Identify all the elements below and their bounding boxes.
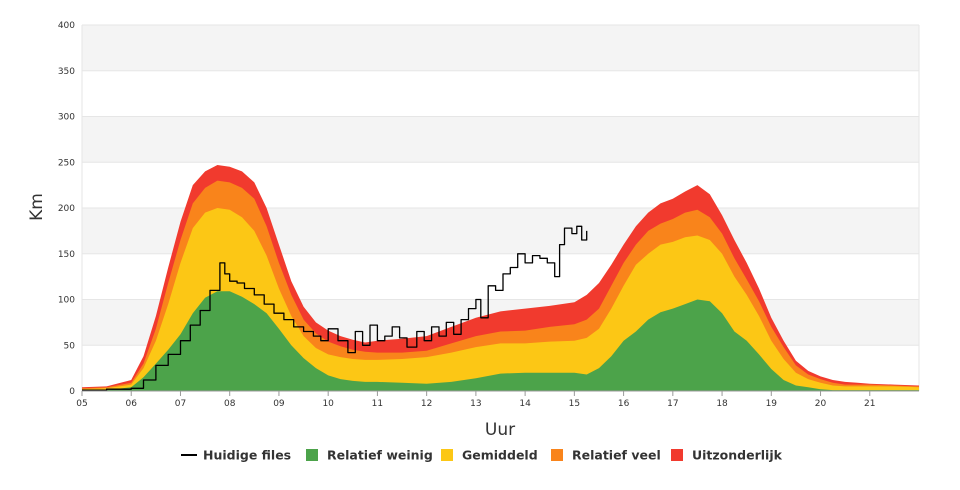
x-tick-label: 15 bbox=[569, 399, 580, 409]
y-tick-label: 250 bbox=[58, 158, 75, 168]
plot-band bbox=[82, 70, 919, 117]
x-tick-label: 09 bbox=[273, 399, 285, 409]
y-tick-label: 400 bbox=[58, 21, 75, 31]
y-tick-label: 50 bbox=[64, 341, 76, 351]
x-tick-label: 21 bbox=[864, 399, 875, 409]
legend-item-huidige-files[interactable]: Huidige files bbox=[181, 448, 291, 463]
y-tick-label: 100 bbox=[58, 296, 75, 306]
x-tick-label: 07 bbox=[175, 399, 186, 409]
legend-swatch bbox=[671, 449, 683, 461]
x-tick-label: 11 bbox=[372, 399, 383, 409]
legend-swatch bbox=[306, 449, 318, 461]
legend: Huidige files Relatief weinig Gemiddeld Rel… bbox=[181, 448, 783, 463]
x-tick-label: 08 bbox=[224, 399, 236, 409]
legend-swatch bbox=[441, 449, 453, 461]
legend-swatch bbox=[551, 449, 563, 461]
legend-label: Uitzonderlijk bbox=[692, 448, 783, 463]
y-tick-label: 0 bbox=[69, 387, 75, 397]
legend-label: Relatief weinig bbox=[327, 448, 433, 463]
line-series bbox=[82, 225, 588, 391]
area-relatief-weinig bbox=[82, 291, 919, 391]
y-tick-label: 150 bbox=[58, 250, 75, 260]
x-tick-label: 05 bbox=[76, 399, 87, 409]
legend-item-relatief-veel[interactable]: Relatief veel bbox=[551, 448, 661, 463]
legend-item-relatief-weinig[interactable]: Relatief weinig bbox=[306, 448, 433, 463]
y-axis-title: Km bbox=[27, 193, 47, 221]
x-tick-label: 10 bbox=[322, 399, 334, 409]
x-tick-label: 16 bbox=[618, 399, 630, 409]
x-tick-label: 06 bbox=[126, 399, 138, 409]
x-tick-label: 20 bbox=[815, 399, 827, 409]
y-tick-label: 200 bbox=[58, 204, 75, 214]
legend-item-uitzonderlijk[interactable]: Uitzonderlijk bbox=[671, 448, 783, 463]
x-tick-label: 19 bbox=[766, 399, 778, 409]
legend-label: Huidige files bbox=[203, 448, 291, 463]
plot-band bbox=[82, 116, 919, 163]
x-axis-title: Uur bbox=[485, 420, 515, 440]
y-tick-label: 350 bbox=[58, 67, 75, 77]
x-tick-label: 13 bbox=[470, 399, 481, 409]
legend-item-gemiddeld[interactable]: Gemiddeld bbox=[441, 448, 538, 463]
legend-label: Gemiddeld bbox=[462, 448, 538, 463]
x-tick-label: 17 bbox=[667, 399, 678, 409]
line-huidige-files bbox=[82, 225, 588, 391]
plot-band bbox=[82, 25, 919, 71]
legend-label: Relatief veel bbox=[572, 448, 661, 463]
x-tick-label: 18 bbox=[716, 399, 728, 409]
y-tick-label: 300 bbox=[58, 113, 75, 123]
axes: 0 50 100 150 200 250 300 350 400 05 06 07 08 09 10 11 12… bbox=[58, 21, 919, 409]
x-tick-label: 12 bbox=[421, 399, 432, 409]
area-series bbox=[82, 165, 919, 391]
x-tick-label: 14 bbox=[519, 399, 531, 409]
